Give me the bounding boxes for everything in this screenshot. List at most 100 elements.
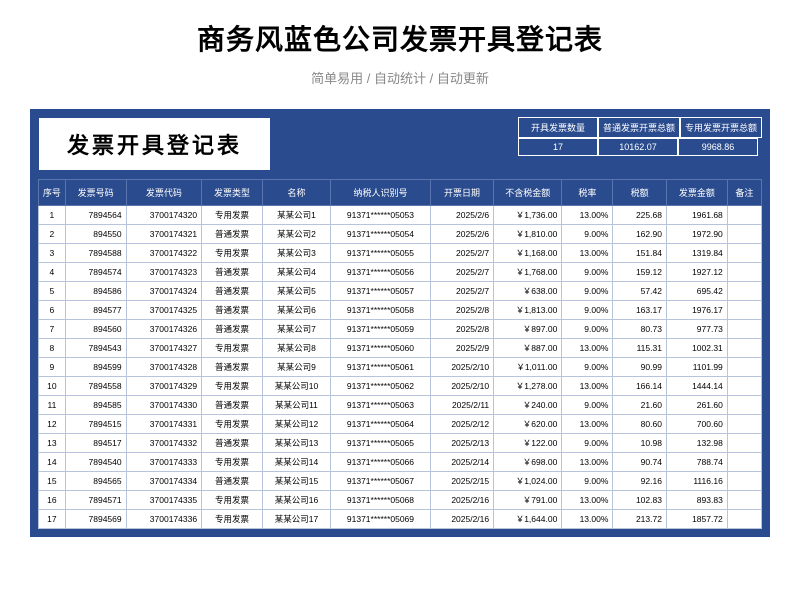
cell-taxamt: 225.68 — [613, 206, 667, 225]
table-body: 178945643700174320专用发票某某公司191371******05… — [39, 206, 762, 529]
cell-date: 2025/2/7 — [430, 282, 493, 301]
cell-date: 2025/2/16 — [430, 491, 493, 510]
cell-code: 3700174325 — [126, 301, 201, 320]
cell-total: 1857.72 — [666, 510, 727, 529]
cell-total: 1976.17 — [666, 301, 727, 320]
cell-num: 894599 — [65, 358, 126, 377]
cell-rate: 9.00% — [562, 263, 613, 282]
cell-total: 788.74 — [666, 453, 727, 472]
cell-note — [727, 510, 761, 529]
col-name: 名称 — [262, 180, 330, 206]
cell-note — [727, 472, 761, 491]
cell-date: 2025/2/6 — [430, 225, 493, 244]
summary-header-0: 开具发票数量 — [518, 117, 598, 138]
table-row: 138945173700174332普通发票某某公司1391371******0… — [39, 434, 762, 453]
table-row: 1278945153700174331专用发票某某公司1291371******… — [39, 415, 762, 434]
col-taxid: 纳税人识别号 — [331, 180, 431, 206]
cell-note — [727, 453, 761, 472]
cell-type: 普通发票 — [202, 263, 263, 282]
table-area: 序号 发票号码 发票代码 发票类型 名称 纳税人识别号 开票日期 不含税金额 税… — [38, 179, 762, 529]
table-row: 1078945583700174329专用发票某某公司1091371******… — [39, 377, 762, 396]
cell-total: 695.42 — [666, 282, 727, 301]
cell-name: 某某公司10 — [262, 377, 330, 396]
cell-date: 2025/2/10 — [430, 358, 493, 377]
cell-type: 普通发票 — [202, 472, 263, 491]
page-title: 商务风蓝色公司发票开具登记表 — [0, 0, 800, 68]
table-row: 68945773700174325普通发票某某公司691371******050… — [39, 301, 762, 320]
spacer — [271, 117, 518, 171]
cell-seq: 5 — [39, 282, 66, 301]
cell-date: 2025/2/13 — [430, 434, 493, 453]
cell-num: 894565 — [65, 472, 126, 491]
cell-taxid: 91371******05067 — [331, 472, 431, 491]
cell-rate: 13.00% — [562, 510, 613, 529]
cell-code: 3700174322 — [126, 244, 201, 263]
cell-name: 某某公司8 — [262, 339, 330, 358]
cell-name: 某某公司4 — [262, 263, 330, 282]
col-seq: 序号 — [39, 180, 66, 206]
cell-date: 2025/2/8 — [430, 320, 493, 339]
cell-taxid: 91371******05054 — [331, 225, 431, 244]
cell-note — [727, 263, 761, 282]
cell-name: 某某公司17 — [262, 510, 330, 529]
cell-amount: ￥1,813.00 — [494, 301, 562, 320]
cell-seq: 13 — [39, 434, 66, 453]
cell-code: 3700174326 — [126, 320, 201, 339]
cell-code: 3700174321 — [126, 225, 201, 244]
table-row: 58945863700174324普通发票某某公司591371******050… — [39, 282, 762, 301]
col-total: 发票金额 — [666, 180, 727, 206]
cell-total: 1444.14 — [666, 377, 727, 396]
cell-type: 专用发票 — [202, 510, 263, 529]
cell-num: 7894564 — [65, 206, 126, 225]
cell-amount: ￥1,011.00 — [494, 358, 562, 377]
cell-taxamt: 159.12 — [613, 263, 667, 282]
cell-rate: 9.00% — [562, 282, 613, 301]
cell-type: 普通发票 — [202, 301, 263, 320]
cell-total: 700.60 — [666, 415, 727, 434]
cell-rate: 13.00% — [562, 339, 613, 358]
cell-type: 专用发票 — [202, 491, 263, 510]
cell-note — [727, 434, 761, 453]
cell-taxamt: 80.73 — [613, 320, 667, 339]
cell-total: 1116.16 — [666, 472, 727, 491]
cell-code: 3700174329 — [126, 377, 201, 396]
table-row: 28945503700174321普通发票某某公司291371******050… — [39, 225, 762, 244]
table-row: 1678945713700174335专用发票某某公司1691371******… — [39, 491, 762, 510]
table-row: 1478945403700174333专用发票某某公司1491371******… — [39, 453, 762, 472]
cell-type: 专用发票 — [202, 377, 263, 396]
cell-num: 894560 — [65, 320, 126, 339]
cell-taxamt: 21.60 — [613, 396, 667, 415]
cell-type: 普通发票 — [202, 282, 263, 301]
cell-num: 7894543 — [65, 339, 126, 358]
cell-name: 某某公司15 — [262, 472, 330, 491]
table-row: 98945993700174328普通发票某某公司991371******050… — [39, 358, 762, 377]
sheet-title: 发票开具登记表 — [38, 117, 271, 171]
cell-taxamt: 162.90 — [613, 225, 667, 244]
cell-total: 1101.99 — [666, 358, 727, 377]
cell-note — [727, 282, 761, 301]
cell-code: 3700174331 — [126, 415, 201, 434]
cell-num: 7894515 — [65, 415, 126, 434]
cell-name: 某某公司6 — [262, 301, 330, 320]
table-row: 878945433700174327专用发票某某公司891371******05… — [39, 339, 762, 358]
cell-taxid: 91371******05068 — [331, 491, 431, 510]
table-row: 178945643700174320专用发票某某公司191371******05… — [39, 206, 762, 225]
cell-num: 894577 — [65, 301, 126, 320]
cell-seq: 2 — [39, 225, 66, 244]
cell-total: 977.73 — [666, 320, 727, 339]
cell-name: 某某公司3 — [262, 244, 330, 263]
cell-code: 3700174334 — [126, 472, 201, 491]
cell-amount: ￥1,024.00 — [494, 472, 562, 491]
cell-amount: ￥240.00 — [494, 396, 562, 415]
cell-note — [727, 301, 761, 320]
cell-num: 894586 — [65, 282, 126, 301]
table-row: 78945603700174326普通发票某某公司791371******050… — [39, 320, 762, 339]
cell-total: 1927.12 — [666, 263, 727, 282]
summary-value-0: 17 — [518, 138, 598, 156]
cell-rate: 9.00% — [562, 320, 613, 339]
cell-seq: 7 — [39, 320, 66, 339]
cell-date: 2025/2/12 — [430, 415, 493, 434]
cell-taxid: 91371******05053 — [331, 206, 431, 225]
cell-taxid: 91371******05057 — [331, 282, 431, 301]
cell-seq: 17 — [39, 510, 66, 529]
